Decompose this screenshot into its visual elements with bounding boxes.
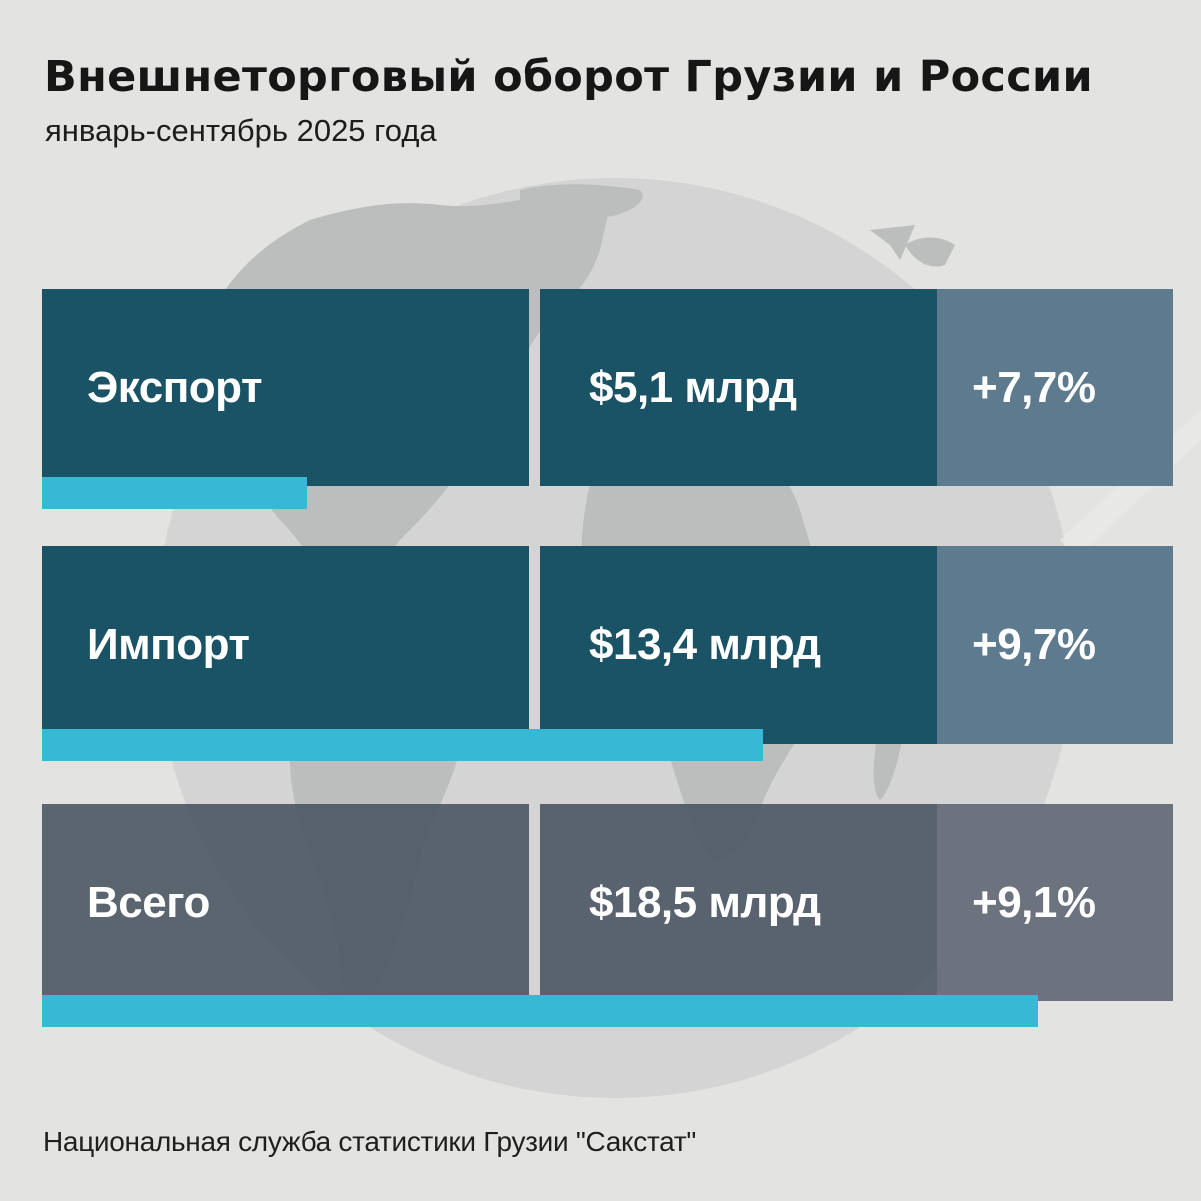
row-value: $13,4 млрд <box>540 546 937 744</box>
page-title: Внешнеторговый оборот Грузии и России <box>44 52 1093 102</box>
row-change: +9,1% <box>937 804 1173 1001</box>
table-row-total: Всего $18,5 млрд +9,1% <box>42 804 1173 1001</box>
row-label: Импорт <box>42 546 529 744</box>
source-note: Национальная служба статистики Грузии "С… <box>43 1126 696 1157</box>
row-change: +7,7% <box>937 289 1173 486</box>
page-subtitle: январь-сентябрь 2025 года <box>45 113 437 148</box>
row-value: $5,1 млрд <box>540 289 937 486</box>
table-row-import: Импорт $13,4 млрд +9,7% <box>42 546 1173 744</box>
row-label: Экспорт <box>42 289 529 486</box>
row-label: Всего <box>42 804 529 1001</box>
value-bar-import <box>42 729 763 761</box>
value-bar-total <box>42 995 1038 1027</box>
row-value: $18,5 млрд <box>540 804 937 1001</box>
row-change: +9,7% <box>937 546 1173 744</box>
value-bar-export <box>42 477 307 509</box>
table-row-export: Экспорт $5,1 млрд +7,7% <box>42 289 1173 486</box>
